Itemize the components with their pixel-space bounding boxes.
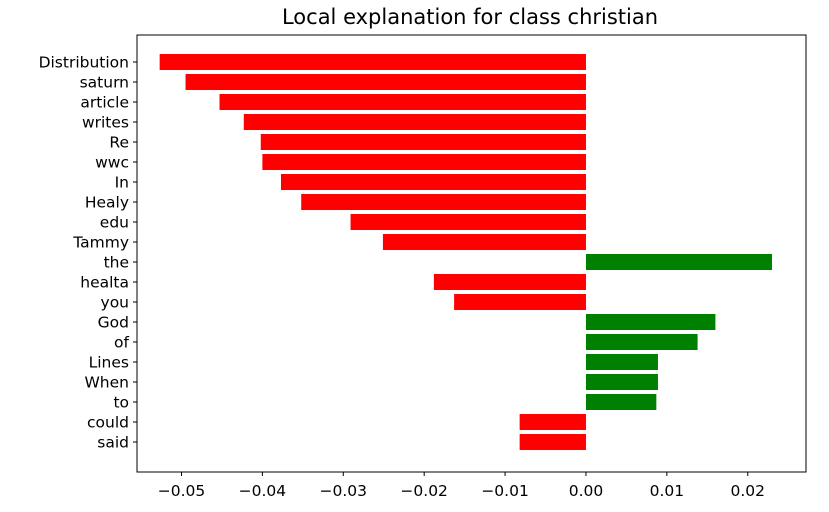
bar-saturn <box>185 74 586 90</box>
bars-group <box>159 54 773 450</box>
bar-when <box>585 374 658 390</box>
bar-edu <box>350 214 586 230</box>
bar-god <box>585 314 716 330</box>
bar-said <box>519 434 586 450</box>
x-tick-label: 0.00 <box>569 482 604 500</box>
bar-re <box>260 134 586 150</box>
bar-you <box>454 294 586 310</box>
y-tick-label: said <box>97 434 129 452</box>
bar-tammy <box>382 234 586 250</box>
x-axis-ticks: −0.05 −0.04 −0.03 −0.02 −0.01 0.00 0.01 0.02 <box>158 472 765 500</box>
y-axis-ticks: Distribution saturn article writes Re wwc In He… <box>39 54 137 452</box>
y-tick-label: In <box>115 174 129 192</box>
y-tick-label: Lines <box>89 354 129 372</box>
x-tick-label: −0.04 <box>239 482 287 500</box>
bar-in <box>280 174 586 190</box>
y-tick-label: saturn <box>80 74 129 92</box>
y-tick-label: you <box>101 294 129 312</box>
y-tick-label: Tammy <box>72 234 129 252</box>
y-tick-label: article <box>80 94 129 112</box>
y-tick-label: edu <box>100 214 129 232</box>
y-tick-label: the <box>104 254 129 272</box>
y-tick-label: Distribution <box>39 54 129 72</box>
plot-frame <box>136 34 807 473</box>
bar-healy <box>301 194 586 210</box>
y-tick-label: writes <box>82 114 129 132</box>
y-tick-label: could <box>87 414 129 432</box>
y-tick-label: Re <box>109 134 129 152</box>
bar-the <box>585 254 773 270</box>
x-tick-label: −0.05 <box>158 482 206 500</box>
y-tick-label: of <box>114 334 129 352</box>
x-tick-label: −0.01 <box>481 482 529 500</box>
bar-wwc <box>262 154 586 170</box>
x-tick-label: −0.02 <box>400 482 448 500</box>
bar-lines <box>585 354 658 370</box>
y-tick-label: God <box>98 314 129 332</box>
bar-article <box>219 94 586 110</box>
y-tick-label: to <box>113 394 129 412</box>
bar-could <box>519 414 586 430</box>
chart-title: Local explanation for class christian <box>282 5 658 29</box>
y-tick-label: wwc <box>95 154 129 172</box>
x-tick-label: −0.03 <box>320 482 368 500</box>
y-tick-label: When <box>84 374 129 392</box>
bar-distribution <box>159 54 586 70</box>
x-tick-label: 0.01 <box>650 482 685 500</box>
bar-writes <box>243 114 586 130</box>
bar-of <box>585 334 698 350</box>
y-tick-label: Healy <box>85 194 129 212</box>
bar-healta <box>433 274 586 290</box>
bar-to <box>585 394 657 410</box>
y-tick-label: healta <box>80 274 129 292</box>
x-tick-label: 0.02 <box>730 482 765 500</box>
